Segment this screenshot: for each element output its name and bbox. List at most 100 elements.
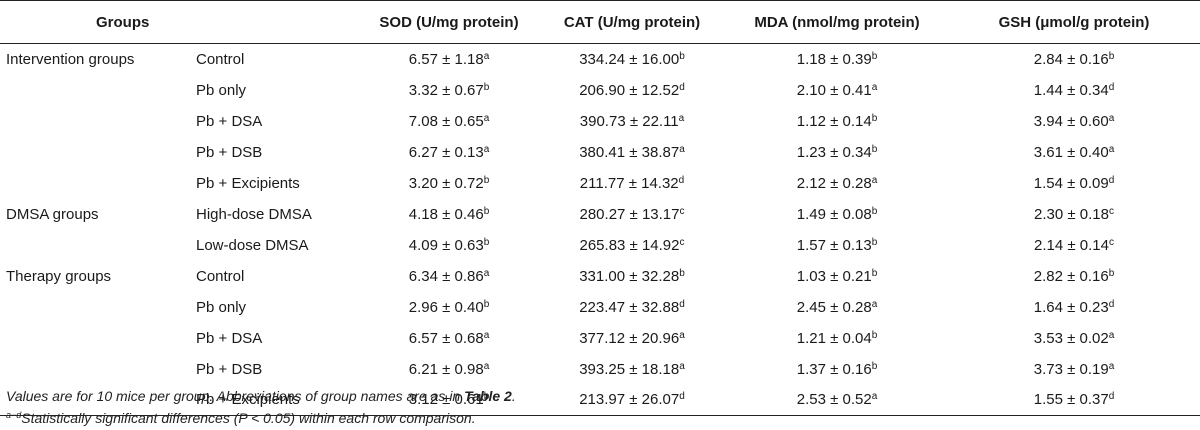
gsh-significance-letter: d <box>1108 391 1115 403</box>
sod-value: 4.09 ± 0.63 <box>408 236 484 254</box>
gsh-significance-letter: a <box>1108 112 1115 124</box>
gsh-value: 3.94 ± 0.60 <box>1033 112 1109 130</box>
cat-value: 211.77 ± 14.32 <box>579 174 679 192</box>
gsh-significance-letter: c <box>1108 236 1114 248</box>
table-reference: Table 2 <box>464 388 512 404</box>
cat-significance-letter: a <box>679 360 685 372</box>
sod-significance-letter: a <box>483 267 490 279</box>
subgroup-label: Pb + DSA <box>196 329 263 347</box>
group-label <box>0 137 188 168</box>
cat-significance-letter: b <box>679 267 685 279</box>
gsh-significance-letter: a <box>1108 329 1115 341</box>
gsh-value: 2.14 ± 0.14 <box>1034 236 1109 254</box>
cat-cell: 213.97 ± 26.07d <box>538 384 726 416</box>
cat-significance-letter: a <box>679 143 685 155</box>
header-cat: CAT (U/mg protein) <box>538 0 726 44</box>
sod-cell: 3.20 ± 0.72b <box>360 168 538 199</box>
gsh-cell: 1.64 ± 0.23d <box>948 292 1200 323</box>
gsh-value: 3.61 ± 0.40 <box>1033 143 1109 161</box>
mda-value: 1.23 ± 0.34 <box>796 143 872 161</box>
cat-cell: 206.90 ± 12.52d <box>538 75 726 106</box>
gsh-significance-letter: b <box>1108 50 1115 62</box>
cat-significance-letter: c <box>679 236 685 248</box>
gsh-value: 1.64 ± 0.23 <box>1033 298 1109 316</box>
sod-value: 6.21 ± 0.98 <box>408 360 484 378</box>
cat-significance-letter: a <box>678 112 685 124</box>
table-row: Pb + DSA 7.08 ± 0.65a 390.73 ± 22.11a 1.12 … <box>0 106 1200 137</box>
mda-cell: 2.53 ± 0.52a <box>726 384 948 416</box>
subgroup-label: Pb + DSA <box>196 112 263 130</box>
gsh-cell: 3.73 ± 0.19a <box>948 354 1200 385</box>
cat-cell: 377.12 ± 20.96a <box>538 323 726 354</box>
sod-significance-letter: a <box>483 50 490 62</box>
mda-value: 1.49 ± 0.08 <box>796 205 872 223</box>
gsh-cell: 2.82 ± 0.16b <box>948 261 1200 292</box>
mda-value: 2.12 ± 0.28 <box>796 174 872 192</box>
cat-cell: 211.77 ± 14.32d <box>538 168 726 199</box>
sod-cell: 2.96 ± 0.40b <box>360 292 538 323</box>
table-row: Pb + Excipients 3.12 ± 0.61b 213.97 ± 26.0… <box>0 384 1200 416</box>
table-row: DMSA groups High-dose DMSA 4.18 ± 0.46b 280… <box>0 199 1200 230</box>
table-row: Therapy groups Control 6.34 ± 0.86a 331.00 … <box>0 261 1200 292</box>
group-label <box>0 384 188 416</box>
cat-cell: 265.83 ± 14.92c <box>538 230 726 261</box>
table-body: Intervention groups Control 6.57 ± 1.18a 33… <box>0 44 1200 416</box>
mda-significance-letter: b <box>871 50 878 62</box>
cat-significance-letter: d <box>679 391 685 403</box>
group-label <box>0 75 188 106</box>
sod-significance-letter: b <box>483 174 490 186</box>
cat-significance-letter: d <box>679 81 685 93</box>
mda-significance-letter: b <box>871 360 878 372</box>
subgroup-label: Control <box>196 50 245 68</box>
cat-value: 334.24 ± 16.00 <box>579 50 680 68</box>
mda-significance-letter: b <box>871 112 878 124</box>
table-row: Pb only 3.32 ± 0.67b 206.90 ± 12.52d 2.10 ±… <box>0 75 1200 106</box>
gsh-value: 1.55 ± 0.37 <box>1033 391 1109 409</box>
cat-significance-letter: a <box>679 329 685 341</box>
mda-cell: 2.10 ± 0.41a <box>726 75 948 106</box>
table-footnotes: Values are for 10 mice per group. Abbrev… <box>6 385 516 429</box>
header-groups: Groups <box>0 0 360 44</box>
sod-cell: 6.21 ± 0.98a <box>360 354 538 385</box>
sod-value: 3.12 ± 0.61 <box>408 391 484 409</box>
sod-value: 6.57 ± 0.68 <box>408 329 484 347</box>
mda-significance-letter: a <box>871 391 878 403</box>
mda-significance-letter: b <box>871 205 878 217</box>
sod-cell: 4.09 ± 0.63b <box>360 230 538 261</box>
sod-value: 6.57 ± 1.18 <box>408 50 484 68</box>
cat-value: 213.97 ± 26.07 <box>579 391 680 409</box>
cat-value: 206.90 ± 12.52 <box>579 81 680 99</box>
mda-value: 1.12 ± 0.14 <box>796 112 872 130</box>
mda-cell: 1.37 ± 0.16b <box>726 354 948 385</box>
sod-significance-letter: b <box>483 236 490 248</box>
mda-value: 1.37 ± 0.16 <box>796 360 872 378</box>
table-row: Pb + DSB 6.27 ± 0.13a 380.41 ± 38.87a 1.23 … <box>0 137 1200 168</box>
mda-significance-letter: b <box>871 143 878 155</box>
subgroup-label: Pb only <box>196 81 247 99</box>
gsh-significance-letter: d <box>1108 174 1115 186</box>
subgroup-label: Pb + DSB <box>196 360 263 378</box>
cat-significance-letter: d <box>678 174 685 186</box>
cat-significance-letter: c <box>679 205 685 217</box>
sod-significance-letter: a <box>483 112 490 124</box>
mda-cell: 1.18 ± 0.39b <box>726 44 948 75</box>
sod-significance-letter: a <box>483 329 490 341</box>
subgroup-label: Low-dose DMSA <box>196 236 309 254</box>
sod-value: 3.32 ± 0.67 <box>408 81 484 99</box>
mda-significance-letter: b <box>871 329 878 341</box>
sod-value: 3.20 ± 0.72 <box>408 174 484 192</box>
mda-value: 1.21 ± 0.04 <box>796 329 872 347</box>
cat-cell: 393.25 ± 18.18a <box>538 354 726 385</box>
cat-value: 377.12 ± 20.96 <box>579 329 680 347</box>
results-table: Groups SOD (U/mg protein) CAT (U/mg prot… <box>0 0 1200 416</box>
cat-cell: 390.73 ± 22.11a <box>538 106 726 137</box>
header-gsh: GSH (μmol/g protein) <box>948 0 1200 44</box>
mda-cell: 1.12 ± 0.14b <box>726 106 948 137</box>
cat-value: 331.00 ± 32.28 <box>579 267 680 285</box>
mda-cell: 1.03 ± 0.21b <box>726 261 948 292</box>
gsh-value: 3.73 ± 0.19 <box>1033 360 1109 378</box>
subgroup-label: Pb + Excipients <box>188 384 360 416</box>
cat-cell: 331.00 ± 32.28b <box>538 261 726 292</box>
subgroup-label: Pb + DSB <box>196 143 263 161</box>
cat-value: 390.73 ± 22.11 <box>579 112 679 130</box>
